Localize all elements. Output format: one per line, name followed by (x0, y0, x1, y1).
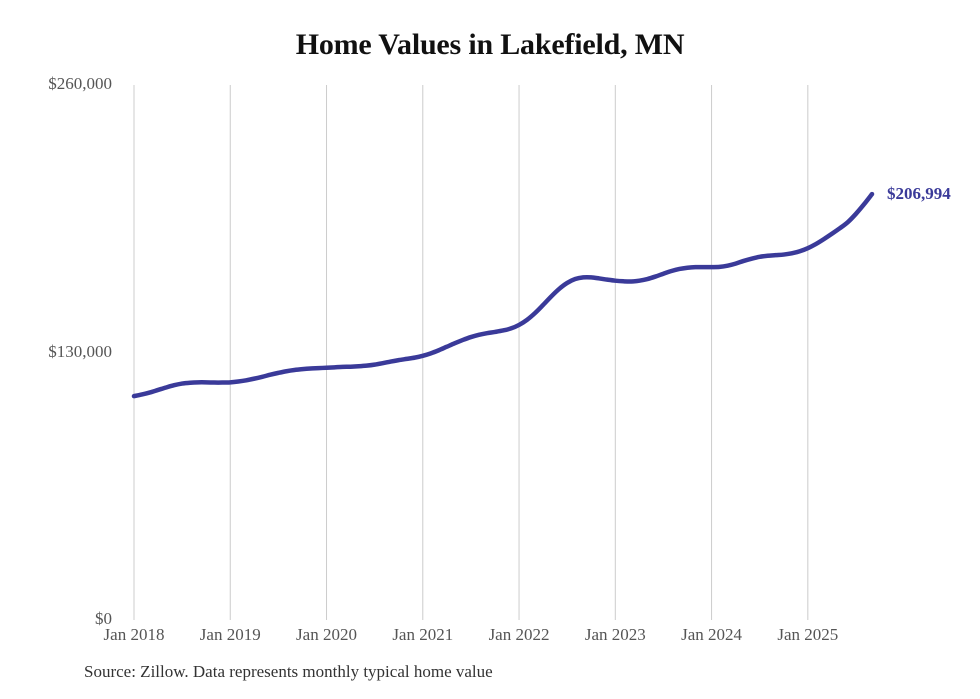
x-tick-label: Jan 2021 (392, 625, 454, 644)
x-tick-label: Jan 2025 (777, 625, 839, 644)
y-tick-label: $260,000 (48, 74, 112, 93)
y-tick-label: $130,000 (48, 341, 112, 361)
end-value-annotation: $206,994 (887, 184, 951, 204)
x-tick-label: Jan 2018 (103, 625, 165, 644)
x-tick-label: Jan 2023 (584, 625, 646, 644)
x-tick-label: Jan 2020 (296, 625, 357, 644)
x-tick-label: Jan 2022 (488, 625, 550, 644)
chart-title: Home Values in Lakefield, MN (295, 28, 685, 61)
y-tick-label: $0 (95, 609, 112, 628)
source-note: Source: Zillow. Data represents monthly … (84, 662, 493, 681)
gridlines-group (133, 85, 809, 620)
x-tick-label: Jan 2019 (199, 625, 261, 644)
x-tick-label: Jan 2024 (681, 625, 743, 644)
home-value-line (131, 191, 875, 399)
